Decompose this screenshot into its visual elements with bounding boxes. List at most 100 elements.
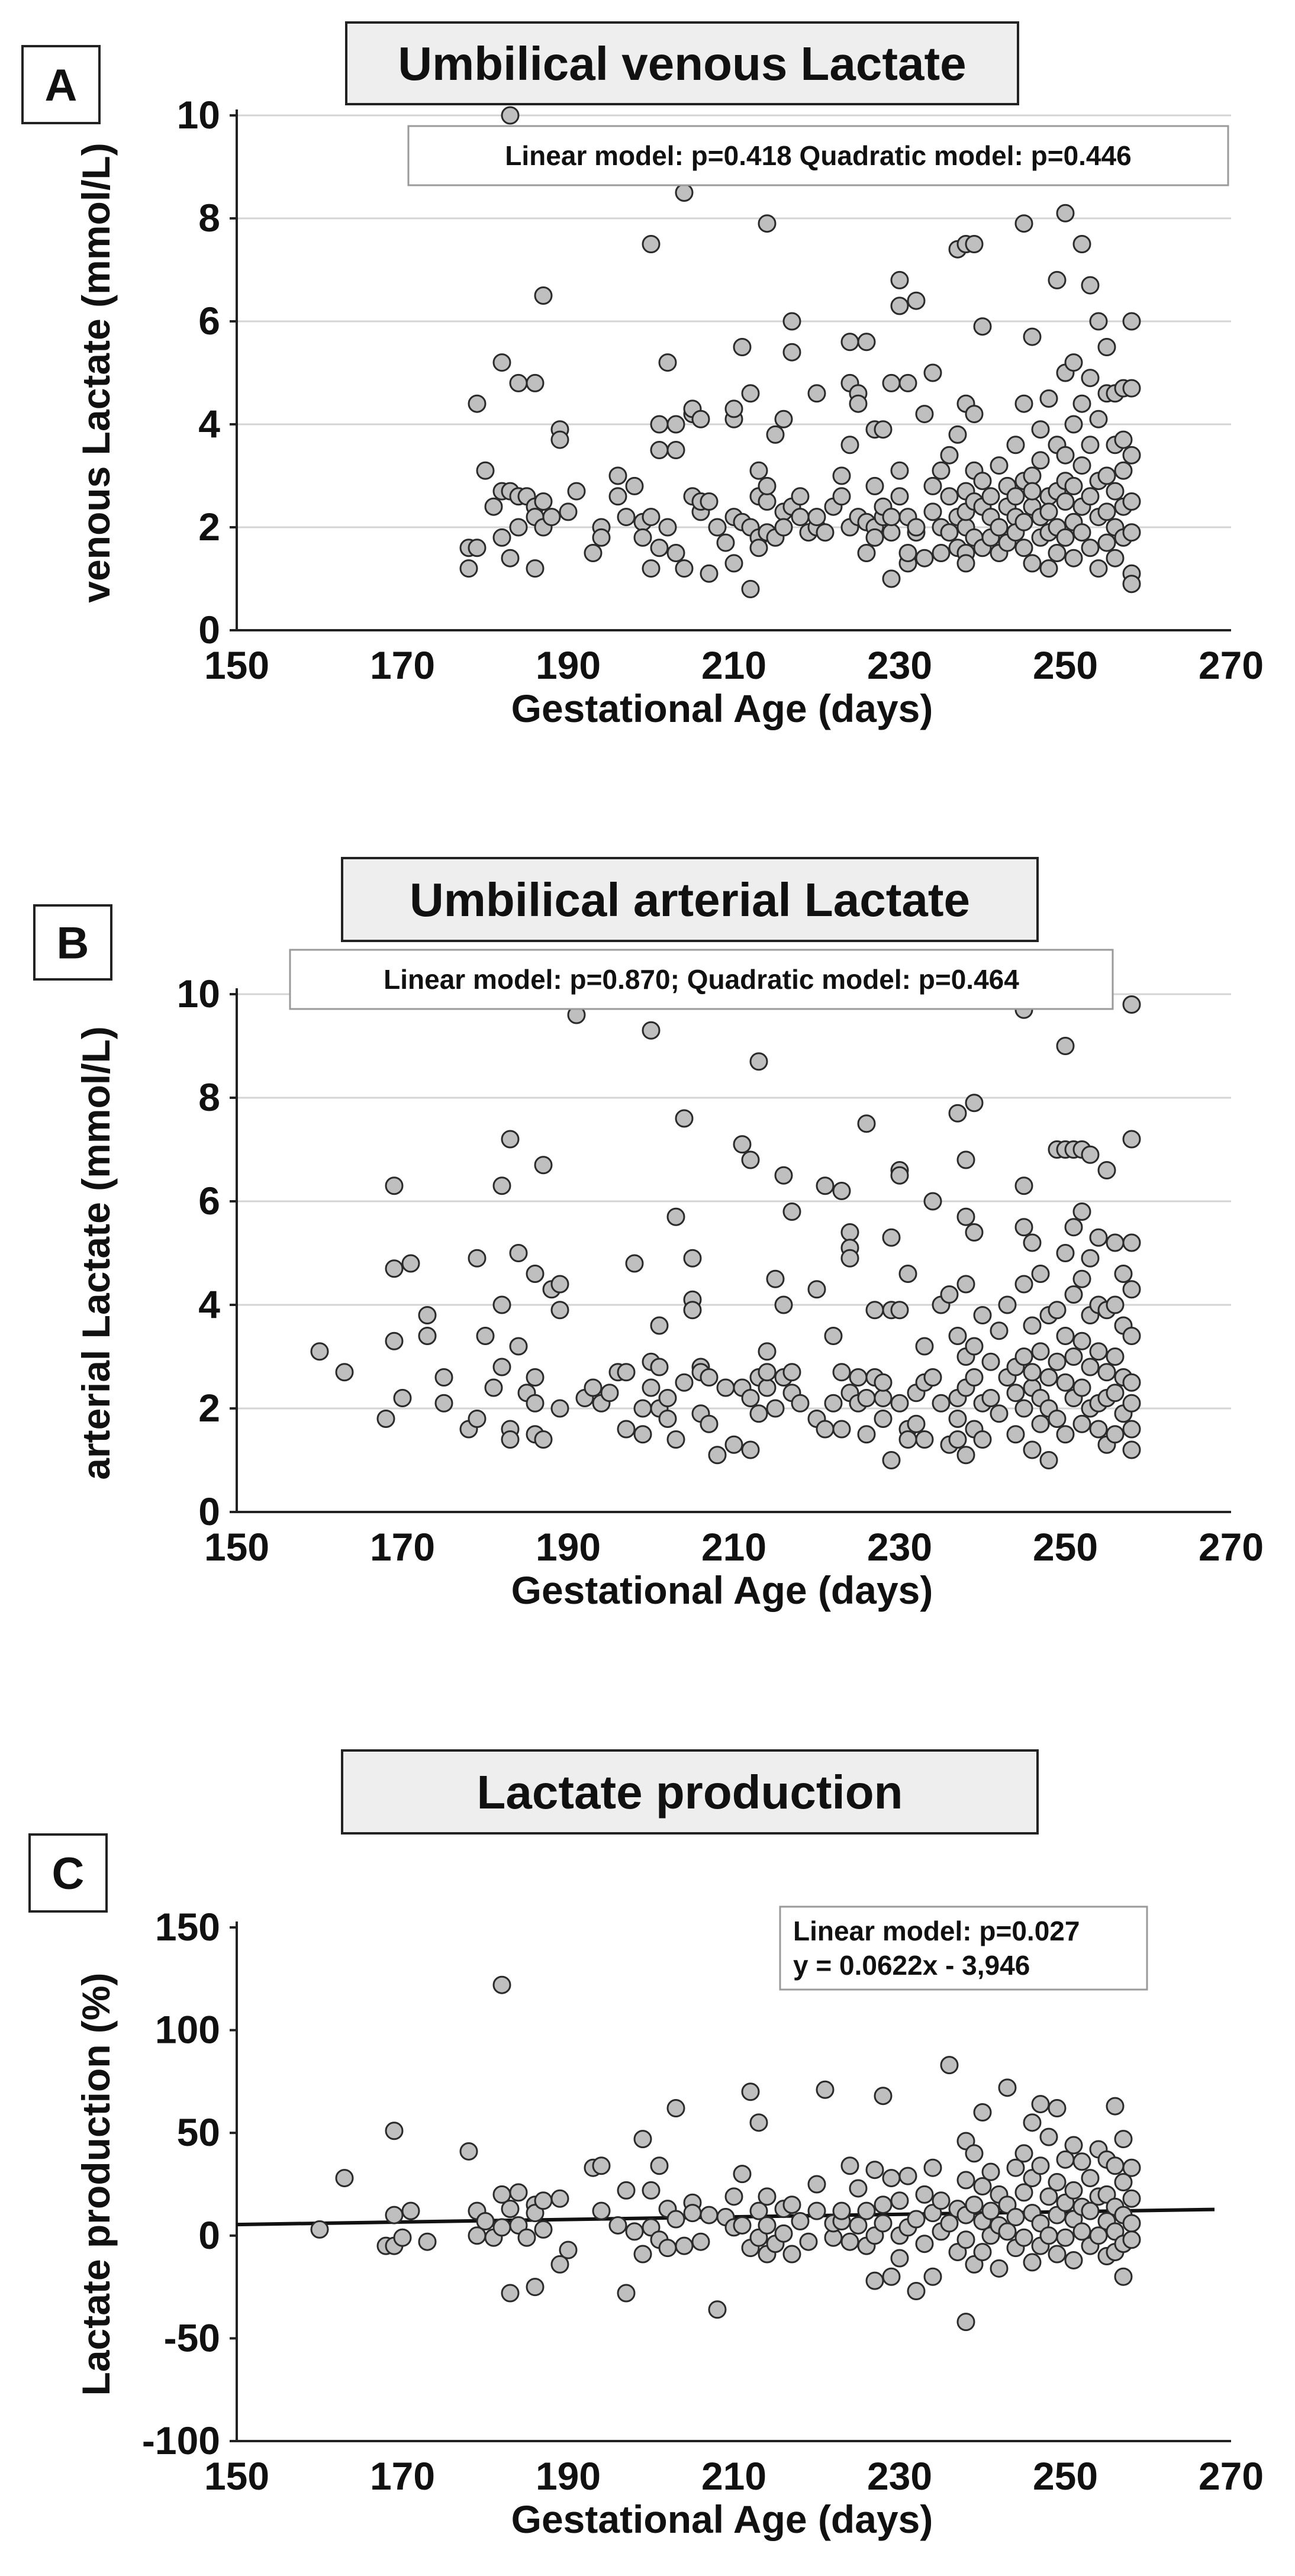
data-point	[1081, 436, 1100, 454]
y-axis-label: Lactate production (%)	[74, 1972, 118, 2396]
data-point	[890, 296, 909, 315]
data-point	[890, 461, 909, 480]
data-point	[791, 1394, 810, 1413]
data-point	[526, 1265, 545, 1283]
data-point	[840, 2156, 859, 2175]
data-point	[1023, 1233, 1042, 1252]
y-tick-label: 6	[198, 1179, 220, 1223]
data-point	[956, 2132, 975, 2151]
x-tick-label: 230	[867, 1525, 932, 1569]
data-point	[509, 1244, 528, 1262]
data-point	[749, 2113, 768, 2132]
data-point	[592, 528, 611, 547]
data-point	[625, 2222, 644, 2241]
data-point	[1023, 2169, 1042, 2188]
data-point	[534, 286, 553, 305]
data-point	[1122, 1280, 1141, 1299]
data-point	[468, 1249, 487, 1268]
data-point	[385, 2122, 404, 2140]
data-point	[658, 2239, 677, 2258]
data-point	[874, 420, 893, 439]
data-point	[1064, 549, 1083, 568]
data-point	[1122, 1420, 1141, 1439]
data-point	[584, 1378, 603, 1397]
data-point	[683, 2204, 702, 2223]
data-point	[550, 1399, 569, 1418]
x-tick-label: 270	[1199, 2454, 1264, 2498]
data-point	[766, 1399, 785, 1418]
data-point	[724, 399, 743, 418]
data-point	[658, 518, 677, 537]
data-point	[1122, 1327, 1141, 1345]
data-point	[940, 2214, 959, 2233]
data-point	[393, 2228, 412, 2247]
y-axis-label: arterial Lactate (mmol/L)	[74, 1026, 118, 1480]
model-annotation-text: Linear model: p=0.418 Quadratic model: p…	[505, 140, 1131, 171]
data-point	[1106, 2097, 1125, 2116]
data-point	[890, 487, 909, 506]
model-annotation-box	[779, 1906, 1148, 1991]
data-point	[1072, 1202, 1091, 1221]
data-point	[840, 1223, 859, 1242]
data-point	[782, 2195, 801, 2214]
data-point	[1072, 2152, 1091, 2171]
data-point	[948, 1410, 967, 1428]
data-point	[1006, 2208, 1025, 2227]
data-point	[492, 1295, 511, 1314]
data-point	[749, 2228, 768, 2247]
data-point	[691, 410, 710, 428]
y-tick-label: 8	[198, 1075, 220, 1119]
data-point	[1081, 2201, 1100, 2220]
data-point	[459, 2142, 478, 2161]
data-point	[642, 2218, 661, 2237]
data-point	[1089, 1342, 1108, 1361]
data-point	[418, 1306, 437, 1324]
data-point	[1014, 394, 1033, 413]
data-point	[1122, 995, 1141, 1014]
data-point	[890, 1394, 909, 1413]
data-point	[816, 1420, 835, 1439]
data-point	[683, 1249, 702, 1268]
data-point	[832, 466, 851, 485]
data-point	[1072, 235, 1091, 253]
data-point	[923, 1192, 942, 1211]
data-point	[550, 1275, 569, 1294]
data-point	[782, 1363, 801, 1382]
data-point	[965, 235, 984, 253]
data-point	[1039, 2127, 1058, 2146]
data-point	[915, 1337, 934, 1356]
data-point	[633, 2130, 652, 2149]
data-point	[741, 1389, 760, 1407]
data-point	[865, 2271, 884, 2290]
x-tick-label: 230	[867, 2454, 932, 2498]
data-point	[840, 1249, 859, 1268]
data-point	[1048, 2206, 1067, 2224]
data-point	[1114, 2173, 1133, 2192]
model-annotation-text: Linear model: p=0.870; Quadratic model: …	[384, 964, 1019, 995]
data-point	[1072, 523, 1091, 542]
data-point	[915, 2235, 934, 2253]
data-point	[675, 2236, 694, 2255]
panel-letter: C	[52, 1849, 85, 1899]
data-point	[749, 539, 768, 557]
x-tick-label: 190	[536, 1525, 601, 1569]
data-point	[1064, 2136, 1083, 2155]
y-tick-label: 0	[198, 2213, 220, 2257]
data-point	[923, 2204, 942, 2223]
data-point	[890, 1301, 909, 1320]
data-point	[832, 2201, 851, 2220]
data-point	[724, 1435, 743, 1454]
data-point	[758, 492, 777, 511]
data-point	[857, 1114, 876, 1133]
data-point	[1006, 1384, 1025, 1403]
data-point	[1039, 502, 1058, 521]
data-point	[741, 2082, 760, 2101]
data-point	[973, 1306, 992, 1324]
data-point	[476, 461, 495, 480]
data-point	[708, 2300, 727, 2319]
data-point	[940, 446, 959, 465]
chart-title-box	[341, 857, 1039, 942]
data-point	[1056, 2193, 1075, 2212]
data-point	[774, 1295, 793, 1314]
y-tick-label: -100	[142, 2419, 220, 2462]
